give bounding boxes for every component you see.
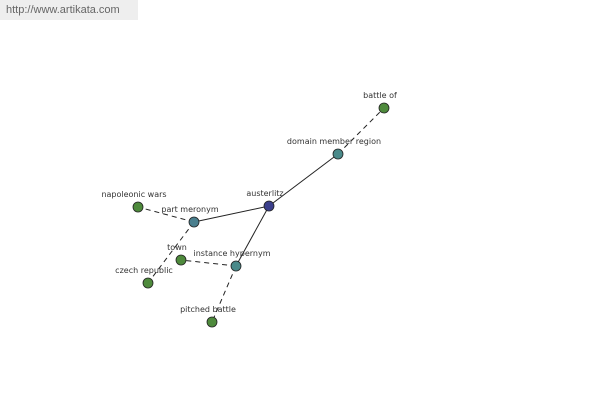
node-label: austerlitz (246, 189, 283, 198)
node-label: battle of (363, 91, 397, 100)
node[interactable] (263, 200, 275, 212)
node[interactable] (378, 102, 390, 114)
edge (180, 259, 237, 267)
edge (268, 153, 339, 207)
node[interactable] (206, 316, 218, 328)
node-label: instance hypernym (194, 249, 271, 258)
node-label: domain member region (287, 137, 381, 146)
node[interactable] (188, 216, 200, 228)
node[interactable] (332, 148, 344, 160)
node-label: napoleonic wars (101, 190, 166, 199)
node-label: part meronym (161, 205, 218, 214)
node[interactable] (132, 201, 144, 213)
edge (137, 206, 195, 223)
site-url[interactable]: http://www.artikata.com (0, 0, 138, 20)
node[interactable] (175, 254, 187, 266)
node-label: czech republic (115, 266, 173, 275)
node[interactable] (230, 260, 242, 272)
edge (337, 107, 385, 155)
node[interactable] (142, 277, 154, 289)
node-label: pitched battle (180, 305, 236, 314)
edge (193, 205, 270, 223)
edge (147, 221, 195, 284)
node-label: town (167, 243, 187, 252)
edge (211, 265, 237, 323)
edge (235, 205, 270, 267)
